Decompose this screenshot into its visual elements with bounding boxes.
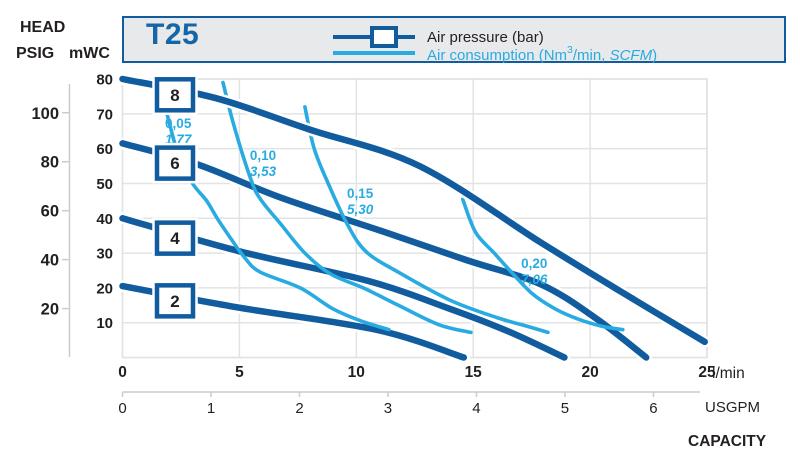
air-consumption-legend-line: [333, 51, 415, 55]
psig-axis-title: PSIG: [16, 45, 55, 62]
usgpm-tick-label: 5: [561, 400, 569, 417]
usgpm-tick-label: 0: [118, 400, 126, 417]
pressure-box-halo-4: [152, 217, 198, 259]
pressure-box-4: [154, 220, 196, 256]
chart-header-box: [122, 16, 786, 63]
pressure-box-halo-6: [152, 142, 198, 184]
mwc-tick-label: 60: [96, 141, 113, 158]
consumption-label-nm3: 0,15: [347, 186, 374, 201]
consumption-label-scfm: 3,53: [250, 164, 277, 179]
consumption-curve-0-15: [303, 105, 550, 335]
capacity-axis-title: CAPACITY: [688, 433, 767, 450]
consumption-label-nm3: 0,05: [165, 116, 192, 131]
lmin-tick-label: 10: [348, 364, 365, 381]
pressure-curve-4-bar: [119, 215, 568, 361]
pressure-box-label-4: 4: [170, 229, 180, 248]
pressure-curve-6-bar-halo: [116, 137, 652, 364]
pressure-box-halo-2: [152, 280, 198, 322]
consumption-label-scfm: 7,06: [521, 272, 548, 287]
mwc-tick-label: 10: [96, 315, 113, 332]
mwc-tick-label: 50: [96, 176, 113, 193]
head-axis-title: HEAD: [20, 19, 66, 36]
psig-tick-label: 20: [41, 301, 59, 319]
usgpm-tick-label: 2: [295, 400, 303, 417]
consumption-label-prefix: Air consumption (Nm: [427, 47, 568, 64]
lmin-tick-label: 25: [698, 364, 716, 381]
pressure-box-label-8: 8: [170, 86, 179, 105]
consumption-label-superscript: 3: [567, 44, 573, 56]
usgpm-tick-label: 3: [384, 400, 392, 417]
lmin-unit-label: l/min: [712, 365, 745, 382]
lmin-tick-label: 5: [235, 364, 244, 381]
consumption-label-suffix: ): [652, 47, 658, 64]
mwc-axis-title: mWC: [69, 45, 110, 62]
lmin-tick-label: 15: [465, 364, 483, 381]
air-pressure-legend-square-marker: [370, 26, 398, 48]
pressure-box-halo-8: [152, 74, 198, 116]
usgpm-unit-label: USGPM: [705, 399, 761, 416]
pressure-box-8: [154, 77, 196, 113]
consumption-label-scfm: 5,30: [347, 202, 374, 217]
usgpm-tick-label: 1: [207, 400, 215, 417]
psig-tick-label: 40: [41, 252, 59, 270]
pressure-curve-6-bar: [119, 140, 650, 361]
usgpm-tick-label: 4: [472, 400, 480, 417]
pressure-box-2: [154, 283, 196, 319]
lmin-tick-label: 20: [581, 364, 598, 381]
consumption-curve-0-10: [221, 80, 473, 335]
consumption-label-scfm: SCFM: [609, 47, 653, 64]
psig-tick-label: 60: [41, 203, 59, 221]
consumption-label-mid: /min,: [572, 47, 610, 64]
air-pressure-legend-label: Air pressure (bar): [427, 29, 544, 46]
mwc-tick-label: 70: [96, 106, 113, 123]
consumption-label-nm3: 0,10: [250, 148, 276, 163]
lmin-tick-label: 0: [118, 364, 127, 381]
usgpm-tick-label: 6: [649, 400, 657, 417]
mwc-tick-label: 40: [96, 211, 113, 228]
pressure-box-label-6: 6: [170, 154, 179, 173]
air-consumption-legend-label: Air consumption (Nm3/min, SCFM): [427, 44, 658, 64]
mwc-tick-label: 80: [96, 72, 113, 89]
pump-model-title: T25: [146, 18, 200, 51]
pressure-box-label-2: 2: [170, 292, 179, 311]
pressure-box-6: [154, 145, 196, 181]
mwc-tick-label: 20: [96, 280, 113, 297]
pressure-curve-8-bar: [119, 75, 708, 346]
consumption-curve-0-20: [460, 197, 625, 332]
psig-tick-label: 80: [41, 154, 59, 172]
consumption-label-nm3: 0,20: [521, 256, 547, 271]
mwc-tick-label: 30: [96, 246, 113, 263]
psig-tick-label: 100: [31, 105, 59, 123]
